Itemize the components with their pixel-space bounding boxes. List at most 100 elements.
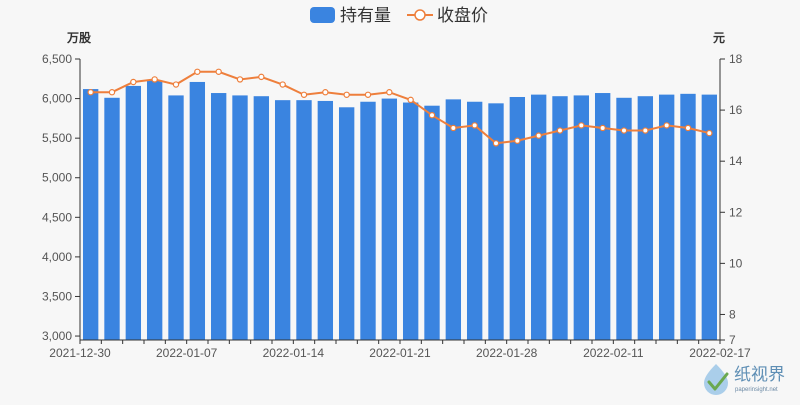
bar[interactable] [338, 107, 355, 340]
price-point[interactable] [684, 124, 692, 132]
bar[interactable] [637, 96, 654, 340]
y-left-tick-label: 5,000 [42, 171, 72, 185]
price-point[interactable] [236, 76, 244, 83]
y-right-tick-label: 14 [729, 154, 743, 168]
bar[interactable] [701, 94, 718, 340]
bar[interactable] [125, 85, 142, 340]
y-right-tick-label: 7 [729, 333, 736, 347]
y-left-tick-label: 3,000 [42, 329, 72, 343]
y-right-tick-label: 12 [729, 205, 743, 219]
price-point[interactable] [108, 89, 116, 96]
price-point[interactable] [87, 89, 94, 96]
y-right-unit-label: 元 [713, 31, 725, 45]
bar[interactable] [381, 98, 398, 341]
price-point[interactable] [599, 124, 606, 132]
x-tick-label: 2022-02-11 [583, 346, 644, 360]
axes: 3,000 3,500 4,000 4,500 5,000 5,500 6,000 6,500… [42, 52, 751, 360]
price-point[interactable] [450, 124, 457, 132]
bar[interactable] [317, 100, 334, 340]
bar[interactable] [253, 96, 270, 340]
bar[interactable] [424, 105, 440, 340]
price-point[interactable] [258, 73, 265, 81]
bar-series-holding [82, 80, 718, 341]
price-point[interactable] [322, 89, 329, 96]
watermark-url: paperinsight.net [735, 387, 778, 393]
price-point[interactable] [428, 111, 436, 119]
legend-item-close-price[interactable]: 收盘价 [407, 6, 488, 25]
price-point[interactable] [279, 81, 286, 88]
bar[interactable] [445, 99, 462, 340]
bar[interactable] [210, 93, 227, 340]
y-right-tick-label: 16 [729, 103, 743, 117]
legend-label-close-price: 收盘价 [437, 6, 488, 25]
x-tick-label: 2022-01-07 [156, 346, 218, 360]
bar[interactable] [274, 100, 291, 341]
y-left-unit-label: 万股 [66, 30, 92, 45]
bar[interactable] [530, 94, 547, 340]
bar[interactable] [594, 93, 611, 340]
legend-label-holding: 持有量 [340, 6, 391, 25]
price-point[interactable] [706, 129, 713, 137]
price-point[interactable] [535, 132, 542, 139]
bar[interactable] [232, 95, 248, 340]
bar[interactable] [168, 95, 184, 340]
price-point[interactable] [642, 127, 649, 134]
y-right-tick-label: 18 [729, 52, 743, 66]
checkmark-drop-logo-icon [704, 364, 729, 395]
legend-swatch-marker [414, 9, 426, 21]
legend-item-holding[interactable]: 持有量 [310, 6, 391, 25]
y-left-tick-label: 4,000 [42, 250, 72, 264]
price-point[interactable] [407, 96, 414, 104]
line-series-close-price [87, 68, 713, 147]
y-right-tick-label: 10 [729, 256, 743, 270]
bar[interactable] [296, 100, 312, 341]
price-point[interactable] [663, 122, 670, 129]
bar[interactable] [466, 101, 483, 341]
bar[interactable] [680, 93, 696, 340]
price-point[interactable] [172, 81, 180, 88]
bar[interactable] [189, 81, 206, 341]
watermark-brand: 纸视界 [734, 365, 785, 385]
bar[interactable] [616, 97, 632, 340]
price-point[interactable] [151, 76, 158, 83]
price-point[interactable] [578, 122, 585, 129]
bar[interactable] [82, 89, 99, 340]
price-point[interactable] [215, 68, 222, 75]
bar[interactable] [104, 97, 120, 340]
y-left-tick-label: 6,500 [42, 52, 72, 66]
x-tick-label: 2022-01-14 [263, 346, 325, 360]
bar[interactable] [402, 102, 419, 340]
price-point[interactable] [343, 91, 350, 98]
price-point[interactable] [556, 127, 564, 134]
price-point[interactable] [194, 68, 201, 75]
x-tick-label: 2021-12-30 [49, 346, 111, 360]
bar[interactable] [658, 94, 675, 340]
bar[interactable] [146, 80, 163, 341]
x-tick-label: 2022-01-28 [476, 346, 538, 360]
price-point[interactable] [364, 91, 372, 98]
bar[interactable] [488, 103, 504, 341]
price-point[interactable] [514, 137, 521, 144]
x-tick-label: 2022-01-21 [369, 346, 431, 360]
price-point[interactable] [471, 122, 478, 129]
y-left-tick-label: 5,500 [42, 131, 72, 145]
y-left-tick-label: 4,500 [42, 210, 72, 224]
y-left-tick-label: 6,000 [42, 92, 72, 106]
price-point[interactable] [300, 91, 308, 98]
price-point[interactable] [492, 140, 500, 147]
bar[interactable] [360, 101, 376, 341]
watermark: 纸视界 paperinsight.net [704, 364, 785, 395]
y-left-tick-label: 3,500 [42, 289, 72, 303]
price-point[interactable] [386, 89, 393, 96]
y-right-tick-label: 8 [729, 307, 736, 321]
legend-swatch-holding [310, 7, 335, 23]
legend[interactable]: 持有量 收盘价 [310, 6, 488, 25]
bar[interactable] [552, 96, 568, 340]
price-point[interactable] [620, 127, 628, 134]
x-tick-label: 2022-02-17 [689, 346, 751, 360]
price-point[interactable] [130, 78, 137, 86]
bar[interactable] [509, 96, 526, 340]
bar[interactable] [573, 95, 590, 340]
